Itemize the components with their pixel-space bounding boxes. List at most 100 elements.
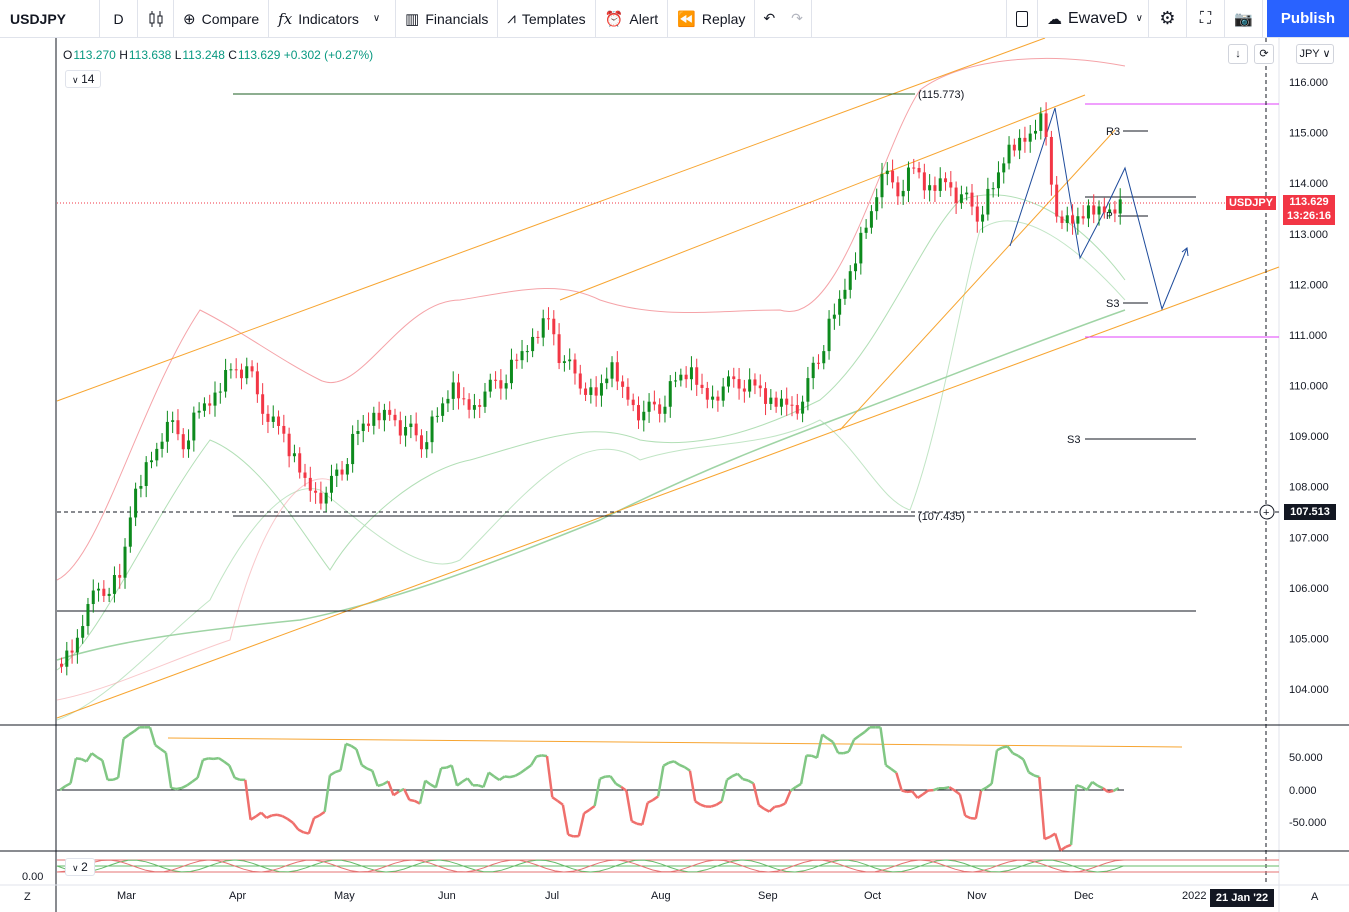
oscillator-segment	[530, 755, 538, 766]
price-tick: 108.000	[1289, 482, 1329, 494]
alert-label: Alert	[629, 10, 659, 27]
oscillator-segment	[831, 741, 840, 754]
oscillator-segment	[488, 771, 495, 778]
fx-icon: fx	[278, 9, 293, 28]
candle-body	[1039, 113, 1043, 131]
oscillator-segment	[545, 755, 554, 798]
oscillator-segment	[1107, 789, 1114, 794]
oscillator-segment	[683, 766, 691, 772]
templates-button[interactable]: ⩘ Templates	[498, 0, 596, 37]
candle-body	[525, 351, 529, 353]
candle-body	[430, 416, 434, 443]
candle-body	[875, 197, 879, 212]
candle-body	[917, 167, 921, 173]
refresh-button[interactable]: ⟳	[1254, 44, 1274, 64]
oscillator-segment	[863, 726, 871, 733]
compare-button[interactable]: ⊕ Compare	[174, 0, 270, 37]
layout-name-label: EwaveD	[1068, 9, 1128, 27]
candle-body	[631, 399, 635, 406]
candle-body	[382, 409, 386, 421]
price-tick: 109.000	[1289, 431, 1329, 443]
candle-body	[1044, 113, 1048, 137]
oscillator-segment	[588, 804, 596, 811]
candle-body	[906, 167, 910, 191]
settings-button[interactable]: ⚙	[1149, 0, 1187, 37]
crosshair-add-icon[interactable]	[1259, 504, 1275, 520]
symbol-search-button[interactable]: USDJPY	[0, 0, 100, 37]
oscillator-segment	[541, 754, 548, 758]
candle-body	[123, 546, 127, 578]
oscillator-segment	[625, 790, 633, 822]
candle-body	[1055, 184, 1059, 217]
auto-scale-button[interactable]: A	[1311, 891, 1319, 903]
oscillator-segment	[916, 793, 924, 799]
candle-body	[70, 650, 74, 653]
oscillator-segment	[249, 815, 257, 821]
zoom-z-button[interactable]: Z	[24, 891, 31, 903]
undo-button[interactable]: ↶	[755, 0, 783, 37]
price-tick: 114.000	[1289, 178, 1328, 190]
fullscreen-select-button[interactable]	[1006, 0, 1038, 37]
candle-body	[774, 397, 778, 407]
oscillator-segment	[536, 754, 542, 758]
indicator-collapse-button[interactable]: ∨ 14	[65, 70, 102, 88]
candle-body	[885, 170, 889, 175]
candle-body	[60, 663, 63, 667]
candle-body	[192, 412, 196, 441]
oscillator-segment	[1006, 745, 1014, 754]
interval-button[interactable]: D	[100, 0, 138, 37]
candle-body	[1049, 136, 1053, 185]
replay-button[interactable]: ⏪ Replay	[668, 0, 756, 37]
candle-body	[176, 420, 180, 435]
oscillator-segment	[964, 814, 971, 820]
scroll-down-button[interactable]: ↓	[1228, 44, 1248, 64]
time-tick: Aug	[651, 890, 671, 902]
oscillator-segment	[181, 784, 188, 790]
candle-body	[700, 384, 704, 388]
candle-body	[171, 420, 175, 422]
oscillator-segment	[726, 775, 733, 781]
candle-body	[282, 425, 286, 434]
sub-pane-collapse-button[interactable]: ∨ 2	[65, 858, 95, 876]
candles-icon	[149, 10, 162, 27]
oscillator-segment	[620, 785, 628, 792]
financials-button[interactable]: ▥ Financials	[396, 0, 499, 37]
oscillator-segment	[779, 802, 786, 808]
price-chart[interactable]: 116.000 115.000 114.000 113.000 112.000 111.0…	[0, 38, 1349, 912]
financials-label: Financials	[425, 10, 489, 27]
candle-body	[674, 380, 678, 382]
fullscreen-button[interactable]: ⛶	[1187, 0, 1225, 37]
indicators-button[interactable]: fx Indicators ∨	[269, 0, 397, 37]
oscillator-segment	[636, 822, 643, 826]
chart-type-button[interactable]	[138, 0, 174, 37]
alert-button[interactable]: ⏰ Alert	[596, 0, 669, 37]
close-value: 113.629	[237, 48, 281, 62]
oscillator-tick: -50.000	[1289, 817, 1326, 829]
candle-body	[118, 575, 122, 578]
oscillator-segment	[678, 763, 686, 769]
candle-body	[822, 351, 826, 364]
price-tick: 106.000	[1289, 583, 1329, 595]
oscillator-scale[interactable]: 50.000 0.000 -50.000	[1289, 752, 1326, 829]
candle-body	[457, 382, 461, 399]
oscillator-segment	[906, 790, 913, 794]
candle-body	[367, 423, 371, 426]
oscillator-segment	[948, 786, 956, 792]
templates-label: Templates	[521, 10, 586, 27]
currency-button[interactable]: JPY ∨	[1296, 44, 1334, 64]
redo-button[interactable]: ↷	[783, 0, 812, 37]
screenshot-button[interactable]: 📷	[1225, 0, 1263, 37]
time-axis[interactable]: Mar Apr May Jun Jul Aug Sep Oct Nov Dec 2022	[117, 890, 1206, 902]
crosshair-date: 21 Jan '22	[1215, 892, 1269, 904]
symbol-label: USDJPY	[10, 10, 67, 27]
candle-body	[324, 492, 328, 504]
publish-button[interactable]: Publish	[1267, 0, 1349, 37]
oscillator-segment	[461, 777, 469, 783]
chevron-down-icon: ∨	[372, 13, 381, 24]
candle-body	[801, 401, 805, 414]
candle-body	[218, 391, 222, 393]
layout-name-button[interactable]: ☁ EwaveD ∨	[1038, 0, 1149, 37]
oscillator-segment	[318, 810, 326, 817]
price-scale[interactable]: 116.000 115.000 114.000 113.000 112.000 111.0…	[1289, 77, 1329, 696]
oscillator-segment	[652, 795, 659, 802]
